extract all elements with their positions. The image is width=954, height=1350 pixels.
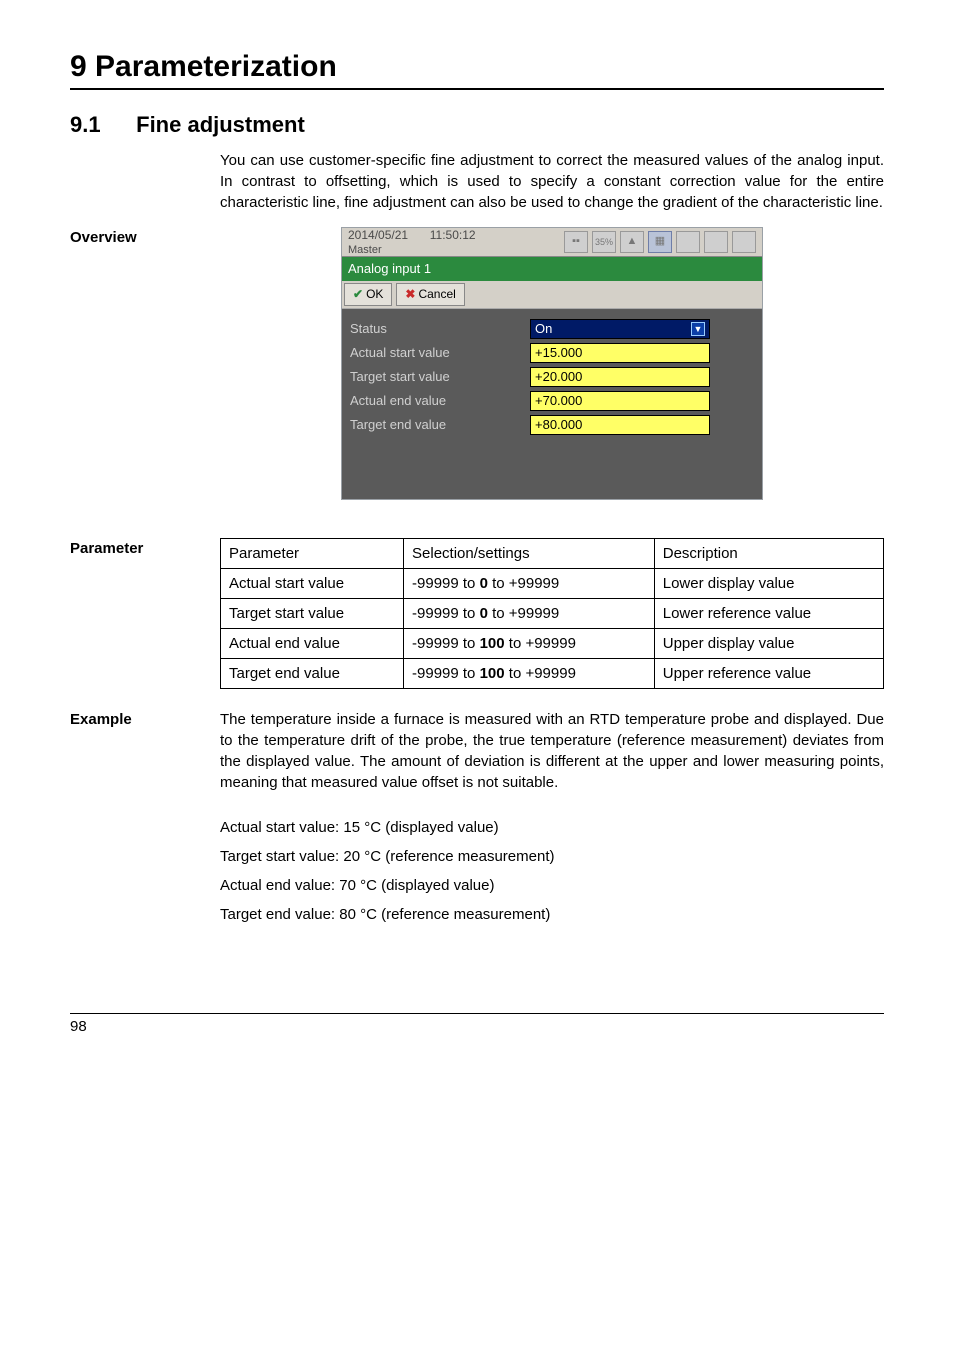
example-line-2: Target start value: 20 °C (reference mea… — [220, 846, 884, 867]
cancel-button-label: Cancel — [418, 286, 455, 303]
example-label: Example — [70, 709, 220, 933]
ui-title-left: 2014/05/21 11:50:12 Master — [342, 227, 564, 257]
sel-post: to +99999 — [488, 575, 559, 592]
aev-label: Actual end value — [350, 392, 530, 410]
th-parameter: Parameter — [221, 538, 404, 568]
sel-bold: 100 — [480, 635, 505, 652]
page-footer: 98 — [70, 1013, 884, 1035]
tsv-label: Target start value — [350, 368, 530, 386]
section-heading: 9.1 Fine adjustment — [70, 112, 884, 138]
example-line-3: Actual end value: 70 °C (displayed value… — [220, 875, 884, 896]
page-number: 98 — [70, 1018, 87, 1035]
battery-icon: ▪▪ — [564, 231, 588, 253]
chevron-down-icon: ▼ — [691, 322, 705, 336]
cell-selection: -99999 to 100 to +99999 — [404, 628, 655, 658]
grid-icon: ▦ — [648, 231, 672, 253]
sel-bold: 0 — [480, 605, 488, 622]
status-dropdown[interactable]: On ▼ — [530, 319, 710, 339]
example-line-4: Target end value: 80 °C (reference measu… — [220, 904, 884, 925]
th-selection: Selection/settings — [404, 538, 655, 568]
parameter-table: Parameter Selection/settings Description… — [220, 538, 884, 689]
th-description: Description — [654, 538, 883, 568]
ui-screenshot: 2014/05/21 11:50:12 Master ▪▪ 35% ▲ ▦ — [341, 227, 763, 500]
cell-selection: -99999 to 0 to +99999 — [404, 598, 655, 628]
cell-param: Actual start value — [221, 568, 404, 598]
cell-desc: Lower display value — [654, 568, 883, 598]
sel-pre: -99999 to — [412, 635, 480, 652]
ui-time: 11:50:12 — [430, 228, 476, 242]
section-title: Fine adjustment — [136, 112, 305, 137]
cell-selection: -99999 to 100 to +99999 — [404, 658, 655, 688]
cell-desc: Lower reference value — [654, 598, 883, 628]
table-row: Target start value -99999 to 0 to +99999… — [221, 598, 884, 628]
cancel-button[interactable]: ✖ Cancel — [396, 283, 464, 306]
folder-icon: 35% — [592, 231, 616, 253]
cell-desc: Upper reference value — [654, 658, 883, 688]
check-icon: ✔ — [353, 286, 363, 303]
sel-bold: 100 — [480, 665, 505, 682]
section-number: 9.1 — [70, 112, 130, 138]
tsv-field[interactable]: +20.000 — [530, 367, 710, 387]
table-row: Target end value -99999 to 100 to +99999… — [221, 658, 884, 688]
sel-bold: 0 — [480, 575, 488, 592]
ui-date: 2014/05/21 — [348, 228, 408, 242]
chapter-title: 9 Parameterization — [70, 50, 884, 84]
parameter-label: Parameter — [70, 538, 220, 689]
blank-icon-3 — [732, 231, 756, 253]
pct-label: 35% — [595, 236, 613, 249]
cell-desc: Upper display value — [654, 628, 883, 658]
chapter-rule — [70, 88, 884, 90]
table-header-row: Parameter Selection/settings Description — [221, 538, 884, 568]
sel-post: to +99999 — [505, 635, 576, 652]
example-paragraph: The temperature inside a furnace is meas… — [220, 709, 884, 793]
ui-body: Status On ▼ Actual start value +15.000 T… — [342, 309, 762, 499]
ui-greenbar: Analog input 1 — [342, 257, 762, 281]
aev-field[interactable]: +70.000 — [530, 391, 710, 411]
sel-pre: -99999 to — [412, 575, 480, 592]
sel-post: to +99999 — [488, 605, 559, 622]
ui-toolbar: ✔ OK ✖ Cancel — [342, 281, 762, 309]
table-row: Actual end value -99999 to 100 to +99999… — [221, 628, 884, 658]
ok-button-label: OK — [366, 286, 383, 303]
asv-field[interactable]: +15.000 — [530, 343, 710, 363]
cell-selection: -99999 to 0 to +99999 — [404, 568, 655, 598]
sel-post: to +99999 — [505, 665, 576, 682]
table-row: Actual start value -99999 to 0 to +99999… — [221, 568, 884, 598]
bell-icon: ▲ — [620, 231, 644, 253]
asv-label: Actual start value — [350, 344, 530, 362]
status-label: Status — [350, 320, 530, 338]
blank-icon-1 — [676, 231, 700, 253]
overview-label: Overview — [70, 227, 220, 518]
intro-paragraph: You can use customer-specific fine adjus… — [220, 150, 884, 213]
cell-param: Target start value — [221, 598, 404, 628]
x-icon: ✖ — [405, 286, 415, 303]
tev-label: Target end value — [350, 416, 530, 434]
blank-icon-2 — [704, 231, 728, 253]
cell-param: Actual end value — [221, 628, 404, 658]
ok-button[interactable]: ✔ OK — [344, 283, 392, 306]
cell-param: Target end value — [221, 658, 404, 688]
tev-field[interactable]: +80.000 — [530, 415, 710, 435]
status-value: On — [535, 321, 552, 337]
ui-title-icons: ▪▪ 35% ▲ ▦ — [564, 231, 762, 253]
sel-pre: -99999 to — [412, 665, 480, 682]
ui-master: Master — [348, 244, 382, 256]
example-line-1: Actual start value: 15 °C (displayed val… — [220, 817, 884, 838]
sel-pre: -99999 to — [412, 605, 480, 622]
ui-titlebar: 2014/05/21 11:50:12 Master ▪▪ 35% ▲ ▦ — [342, 228, 762, 257]
